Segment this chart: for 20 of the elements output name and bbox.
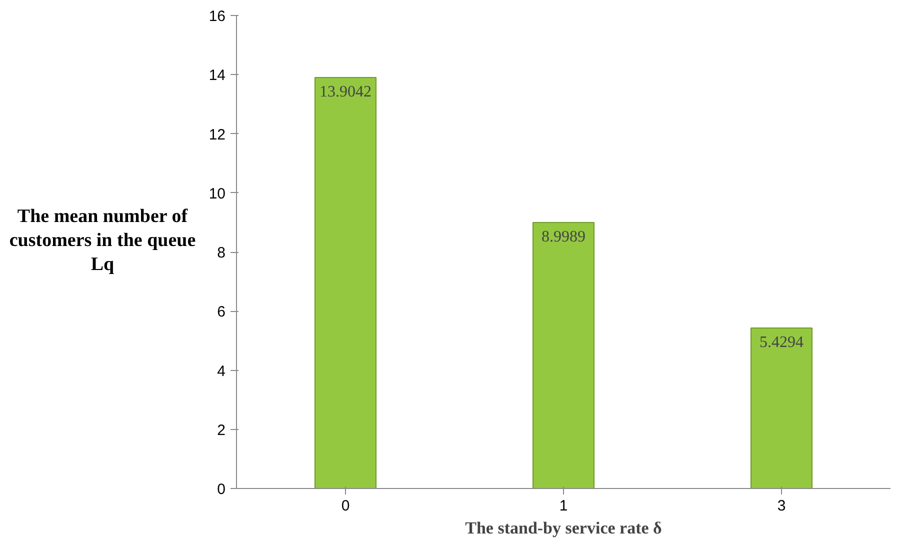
y-tick-label: 10	[208, 185, 226, 202]
bar	[532, 222, 595, 488]
y-tick-label: 2	[217, 422, 226, 439]
data-label: 5.4294	[760, 334, 804, 351]
x-axis-title: The stand-by service rate δ	[465, 518, 662, 538]
y-tick-label: 8	[217, 244, 226, 262]
bar	[750, 327, 813, 488]
x-tick-label: 0	[341, 498, 350, 514]
y-tick-label: 0	[217, 481, 226, 498]
y-tick-label: 4	[217, 362, 226, 380]
x-tick-label: 1	[559, 498, 568, 514]
y-tick-label: 16	[208, 8, 226, 25]
x-tick-label: 3	[777, 498, 786, 514]
bar	[314, 76, 377, 488]
y-axis-title: The mean number of customers in the queue Lq	[8, 205, 197, 276]
y-tick-label: 14	[208, 67, 226, 84]
y-tick-label: 6	[217, 304, 226, 321]
data-label: 13.9042	[320, 83, 372, 100]
y-tick-label: 12	[208, 126, 226, 144]
data-label: 8.9989	[542, 228, 586, 246]
